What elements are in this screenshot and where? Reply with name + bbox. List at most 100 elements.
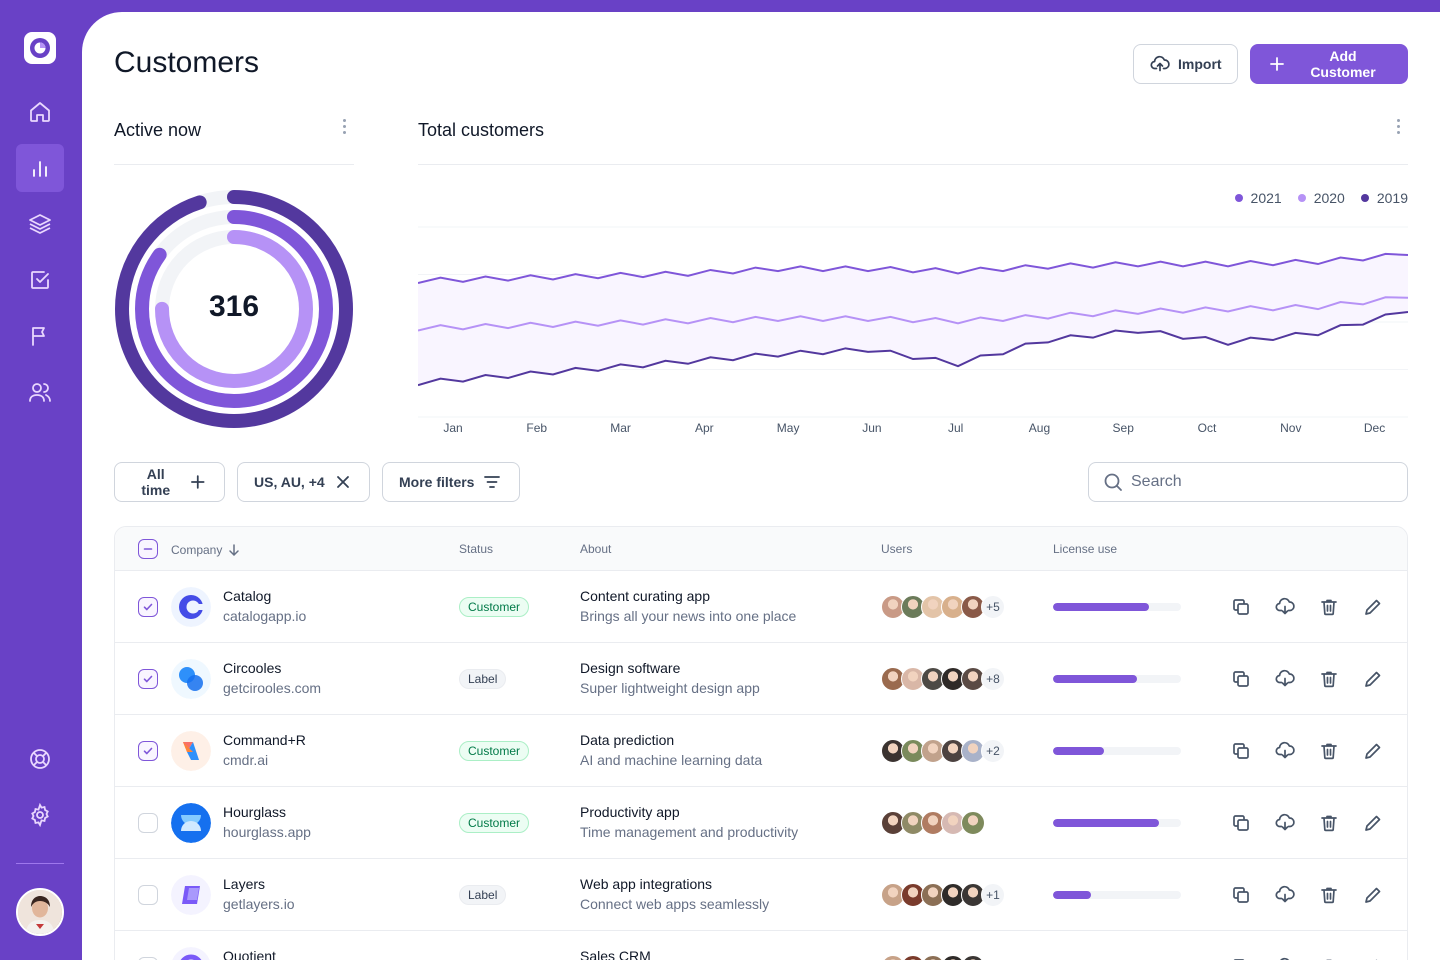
user-avatar[interactable] [961,955,985,960]
delete-button[interactable] [1309,587,1349,627]
user-avatar-group[interactable] [881,811,985,835]
delete-button[interactable] [1309,803,1349,843]
more-users-count[interactable]: +8 [981,667,1005,691]
more-users-count[interactable]: +5 [981,595,1005,619]
select-all-checkbox[interactable] [138,539,158,559]
user-avatar[interactable] [961,811,985,835]
active-now-menu-icon[interactable] [334,116,354,136]
sidebar [0,0,82,960]
row-checkbox[interactable] [138,813,158,833]
company-name: Layers [223,876,266,892]
user-avatar[interactable] [921,739,945,763]
column-header-label: Company [171,543,223,557]
table-row[interactable]: Catalog catalogapp.io Customer Content c… [115,571,1407,643]
legend-dot [1234,194,1243,202]
add-customer-button[interactable]: Add Customer [1250,44,1408,84]
edit-button[interactable] [1353,947,1393,960]
sidebar-item-settings[interactable] [16,791,64,839]
user-avatar[interactable] [16,888,64,936]
about-title: Data prediction [580,732,675,748]
edit-button[interactable] [1353,875,1393,915]
table-row[interactable]: Command+R cmdr.ai Customer Data predicti… [115,715,1407,787]
row-checkbox[interactable] [138,669,158,689]
sidebar-item-reporting[interactable] [16,312,64,360]
user-avatar[interactable] [901,883,925,907]
table-row[interactable]: Circooles getcirooles.com Label Design s… [115,643,1407,715]
sidebar-item-projects[interactable] [16,200,64,248]
sidebar-item-users[interactable] [16,368,64,416]
series-line-2020 [418,296,1408,332]
download-button[interactable] [1265,587,1305,627]
copy-button[interactable] [1221,947,1261,960]
total-customers-divider [418,164,1408,165]
copy-button[interactable] [1221,803,1261,843]
total-customers-menu-icon[interactable] [1388,116,1408,136]
edit-button[interactable] [1353,731,1393,771]
user-avatar[interactable] [901,955,925,960]
copy-button[interactable] [1221,731,1261,771]
user-avatar-group[interactable] [881,955,985,960]
app-logo[interactable] [24,32,56,64]
row-actions [1221,803,1393,843]
user-avatar[interactable] [961,595,985,619]
row-checkbox[interactable] [138,885,158,905]
edit-button[interactable] [1353,587,1393,627]
x-tick-label: Jun [862,421,881,435]
legend-item-2019: 2019 [1360,190,1408,206]
layers-icon [29,214,51,234]
column-header-company[interactable]: Company [171,542,242,558]
main-content: Customers Import Add Customer Active now… [82,12,1440,960]
company-name: Command+R [223,732,306,748]
pencil-icon [1365,743,1381,759]
license-use-fill [1053,891,1092,899]
copy-icon [1233,743,1249,759]
table-header: Company Status About Users License use [115,527,1407,571]
user-avatar[interactable] [941,955,965,960]
x-tick-label: Feb [526,421,547,435]
top-accent-bar [0,0,1440,12]
filter-all-time-button[interactable]: All time [114,462,225,502]
legend-dot [1297,194,1306,202]
delete-button[interactable] [1309,947,1349,960]
more-users-count[interactable]: +2 [981,739,1005,763]
download-button[interactable] [1265,875,1305,915]
trash-icon [1321,815,1337,832]
edit-button[interactable] [1353,659,1393,699]
close-icon[interactable] [333,472,353,492]
import-button[interactable]: Import [1133,44,1238,84]
table-row[interactable]: Hourglass hourglass.app Customer Product… [115,787,1407,859]
sidebar-item-tasks[interactable] [16,256,64,304]
sidebar-item-support[interactable] [16,735,64,783]
more-filters-button[interactable]: More filters [382,462,520,502]
download-button[interactable] [1265,803,1305,843]
copy-button[interactable] [1221,587,1261,627]
delete-button[interactable] [1309,659,1349,699]
user-avatar-group[interactable]: +2 [881,739,1005,763]
filter-region-button[interactable]: US, AU, +4 [237,462,370,502]
table-row[interactable]: Quotient Sales CRM [115,931,1407,960]
delete-button[interactable] [1309,875,1349,915]
user-avatar-group[interactable]: +5 [881,595,1005,619]
copy-button[interactable] [1221,875,1261,915]
download-button[interactable] [1265,731,1305,771]
user-avatar-group[interactable]: +8 [881,667,1005,691]
search-icon [1104,473,1122,491]
row-checkbox[interactable] [138,741,158,761]
search-box[interactable] [1088,462,1408,502]
sidebar-item-reports[interactable] [16,144,64,192]
more-users-count[interactable]: +1 [981,883,1005,907]
delete-button[interactable] [1309,731,1349,771]
about-subtitle: Connect web apps seamlessly [580,896,770,912]
user-avatar-group[interactable]: +1 [881,883,1005,907]
edit-button[interactable] [1353,803,1393,843]
search-input[interactable] [1131,473,1381,491]
sidebar-item-home[interactable] [16,88,64,136]
company-domain: catalogapp.io [223,608,307,624]
copy-button[interactable] [1221,659,1261,699]
user-avatar[interactable] [921,955,945,960]
user-avatar[interactable] [881,955,905,960]
row-checkbox[interactable] [138,597,158,617]
download-button[interactable] [1265,947,1305,960]
table-row[interactable]: Layers getlayers.io Label Web app integr… [115,859,1407,931]
download-button[interactable] [1265,659,1305,699]
